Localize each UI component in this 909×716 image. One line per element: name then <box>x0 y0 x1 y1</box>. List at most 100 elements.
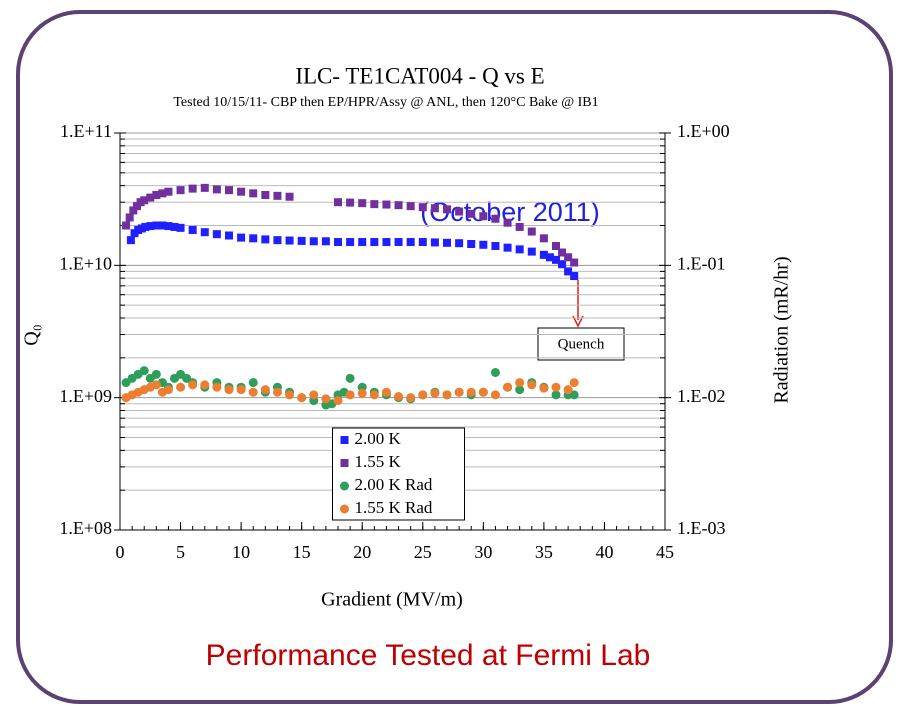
data-point <box>515 378 525 388</box>
data-point <box>569 390 579 400</box>
data-point <box>570 258 579 267</box>
data-point <box>260 385 270 395</box>
data-point <box>551 390 561 400</box>
data-point <box>272 387 282 397</box>
y2-tick-label: 1.E+00 <box>677 121 730 141</box>
data-point <box>200 380 210 390</box>
data-point <box>418 390 428 400</box>
legend-marker <box>340 436 349 444</box>
data-point <box>225 231 233 240</box>
x-tick-label: 45 <box>656 542 674 562</box>
data-point <box>467 239 476 248</box>
data-point <box>334 198 342 207</box>
chart-title: ILC- TE1CAT004 - Q vs E <box>295 63 544 88</box>
data-point <box>261 235 270 244</box>
legend-box <box>332 427 465 521</box>
x-tick-label: 40 <box>595 542 613 562</box>
data-point <box>358 199 367 208</box>
data-point <box>558 260 567 269</box>
data-point <box>225 186 233 195</box>
data-point <box>151 380 161 390</box>
data-point <box>236 385 246 395</box>
data-point <box>200 183 209 192</box>
annotation: Quench <box>558 336 605 352</box>
data-point <box>297 393 307 403</box>
data-point <box>570 272 579 281</box>
data-point <box>163 385 173 395</box>
data-point <box>503 243 512 252</box>
legend-marker <box>340 459 349 467</box>
data-point <box>491 241 500 250</box>
y-axis-label: Q₀ <box>21 324 43 345</box>
data-point <box>309 237 318 246</box>
data-point <box>200 228 209 237</box>
data-point <box>151 369 161 379</box>
data-point <box>515 385 525 395</box>
x-tick-label: 30 <box>474 542 492 562</box>
x-tick-label: 15 <box>293 542 311 562</box>
x-tick-label: 25 <box>414 542 432 562</box>
annotation-box <box>537 327 625 361</box>
y-tick-label: 1.E+10 <box>59 253 112 273</box>
data-point <box>370 200 379 209</box>
y2-axis-label: Radiation (mR/hr) <box>771 256 793 403</box>
caption: Performance Tested at Fermi Lab <box>206 639 651 672</box>
data-point <box>539 383 549 393</box>
data-point <box>237 233 246 242</box>
data-point <box>285 390 295 400</box>
data-point <box>297 236 306 245</box>
data-point <box>503 382 513 392</box>
data-point <box>158 189 167 198</box>
legend-marker <box>340 481 349 491</box>
data-point <box>321 237 330 246</box>
x-tick-label: 0 <box>116 542 125 562</box>
data-point <box>152 221 161 230</box>
data-point <box>188 225 197 234</box>
data-point <box>558 248 567 257</box>
data-point <box>503 218 512 227</box>
data-point <box>539 250 548 259</box>
data-point <box>443 205 451 214</box>
data-point <box>146 193 155 202</box>
data-point <box>122 221 131 230</box>
data-point <box>164 187 173 196</box>
data-point <box>479 240 488 249</box>
data-point <box>176 382 186 392</box>
data-point <box>443 238 451 247</box>
data-point <box>515 222 524 231</box>
x-tick-label: 5 <box>176 542 185 562</box>
data-point <box>309 390 319 400</box>
data-point <box>370 238 379 247</box>
data-point <box>394 392 404 402</box>
data-point <box>358 238 367 247</box>
data-point <box>406 238 415 247</box>
data-point <box>346 238 355 247</box>
data-point <box>545 253 554 262</box>
data-point <box>176 186 185 195</box>
y2-tick-label: 1.E-03 <box>677 518 726 538</box>
data-point <box>345 373 355 383</box>
data-point <box>212 185 221 194</box>
x-tick-label: 35 <box>535 542 553 562</box>
data-point <box>141 222 150 231</box>
data-point <box>564 267 573 276</box>
data-point <box>248 387 258 397</box>
data-point <box>552 255 560 264</box>
data-point <box>333 396 343 406</box>
data-point <box>382 200 391 209</box>
data-point <box>527 247 536 256</box>
x-tick-label: 20 <box>353 542 371 562</box>
data-point <box>455 239 464 248</box>
data-point <box>381 387 391 397</box>
data-point <box>479 212 488 221</box>
data-point <box>129 206 138 215</box>
data-point <box>176 223 185 232</box>
data-point <box>442 390 452 400</box>
data-point <box>382 238 391 247</box>
data-point <box>170 222 179 231</box>
data-point <box>224 385 234 395</box>
data-point <box>321 394 331 404</box>
plot: 1.E+08 1.E+09 1.E+10 1.E+11 1.E-03 1.E-02 1.E-… <box>59 121 729 562</box>
data-point <box>418 238 427 247</box>
data-point <box>152 191 161 200</box>
